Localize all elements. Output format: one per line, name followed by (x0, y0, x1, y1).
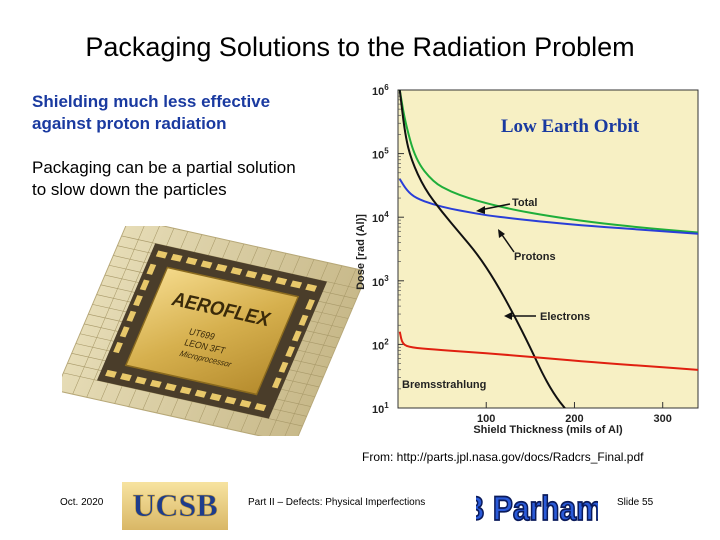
source-citation: From: http://parts.jpl.nasa.gov/docs/Rad… (362, 450, 644, 464)
y-tick-label: 104 (372, 210, 389, 225)
annotation-bremsstrahlung-label: Bremsstrahlung (402, 379, 486, 391)
y-tick-label: 106 (372, 83, 389, 98)
bullet-packaging-line1: Packaging can be a partial solution (32, 158, 296, 177)
author-logo-text: B Parhami (476, 489, 598, 527)
series-line-electrons (398, 90, 567, 408)
footer-date: Oct. 2020 (60, 497, 104, 508)
x-axis-label: Shield Thickness (mils of Al) (473, 424, 623, 436)
bullet-shielding-line2: against proton radiation (32, 114, 227, 133)
y-tick-label: 105 (372, 147, 389, 162)
bullet-packaging-line2: to slow down the particles (32, 180, 227, 199)
slide-number: Slide 55 (617, 497, 654, 508)
annotation-protons-label: Protons (514, 251, 556, 263)
annotation-electrons-label: Electrons (540, 311, 590, 323)
x-tick-label: 300 (654, 413, 672, 425)
annotation-total: Total (476, 197, 537, 214)
chart-title: Low Earth Orbit (501, 116, 640, 137)
slide-title: Packaging Solutions to the Radiation Pro… (85, 32, 635, 62)
series-line-protons (398, 178, 698, 235)
y-axis-label: Dose [rad (Al)] (355, 214, 367, 290)
dose-vs-shield-chart: Low Earth Orbit 101 102 103 104 105 106 100 20… (355, 83, 699, 436)
bullet-shielding: Shielding much less effective against pr… (32, 91, 270, 135)
x-axis-ticks: 100 200 300 (477, 402, 672, 425)
series-lines (398, 90, 698, 408)
y-tick-label: 103 (372, 274, 389, 289)
annotation-electrons: Electrons (504, 311, 590, 323)
bullet-packaging: Packaging can be a partial solution to s… (32, 157, 296, 201)
microprocessor-chip-image: AEROFLEX UT699 LEON 3FT Microprocessor (62, 226, 362, 436)
bullet-shielding-line1: Shielding much less effective (32, 92, 271, 111)
annotation-protons: Protons (498, 229, 556, 263)
x-tick-label: 100 (477, 413, 495, 425)
series-line-bremsstrahlung (398, 331, 698, 371)
x-tick-label: 200 (565, 413, 583, 425)
annotation-total-label: Total (512, 197, 537, 209)
ucsb-logo-text: UCSB (132, 487, 217, 523)
footer-part-title: Part II – Defects: Physical Imperfection… (248, 497, 426, 508)
plot-area (397, 89, 699, 409)
ucsb-logo: UCSB (122, 482, 228, 530)
series-line-total (398, 90, 698, 234)
y-tick-label: 101 (372, 401, 389, 416)
y-tick-label: 102 (372, 337, 389, 352)
author-logo: B Parhami (476, 488, 598, 528)
